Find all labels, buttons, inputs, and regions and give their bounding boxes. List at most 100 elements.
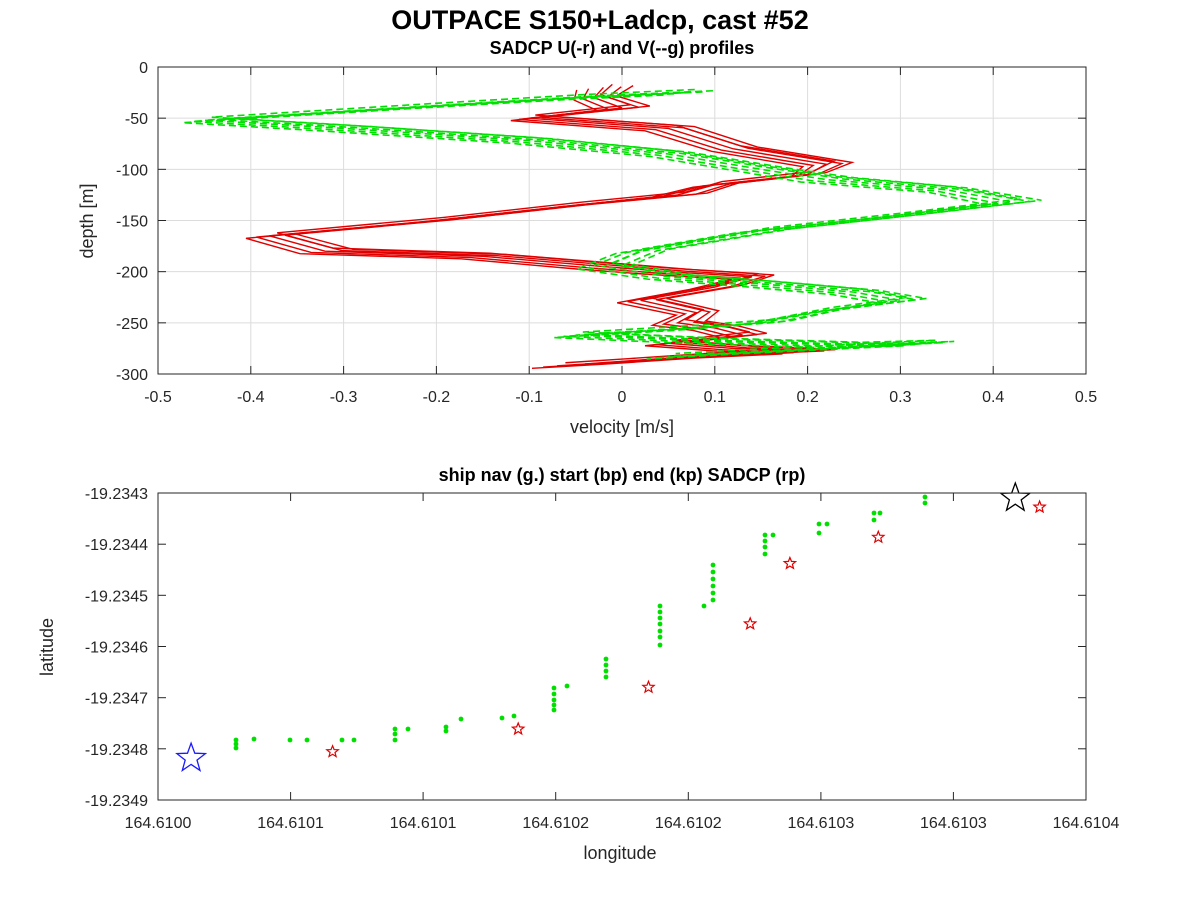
nav-point — [564, 683, 570, 689]
bottom-chart-y-ticks: -19.2343 -19.2344 -19.2345 -19.2346 -19.2347… — [85, 486, 1086, 810]
v-profile-line — [211, 88, 1021, 355]
bottom-y-tick-label: -19.2349 — [85, 793, 148, 810]
ship-nav-chart: ship nav (g.) start (bp) end (kp) SADCP … — [37, 465, 1119, 863]
nav-point — [710, 597, 716, 603]
nav-point — [710, 576, 716, 582]
bottom-chart-axes-box — [157, 492, 1087, 801]
nav-point — [511, 713, 517, 719]
v-profile-line — [204, 91, 1012, 358]
nav-point — [551, 685, 557, 691]
nav-point — [339, 737, 345, 743]
top-y-tick-label: 0 — [139, 60, 148, 77]
start-point — [175, 741, 208, 772]
bottom-y-tick-label: -19.2343 — [85, 486, 148, 503]
top-chart-x-label: velocity [m/s] — [570, 417, 674, 437]
bottom-chart-title: ship nav (g.) start (bp) end (kp) SADCP … — [439, 465, 806, 485]
nav-point — [816, 530, 822, 536]
bottom-x-tick-label: 164.6103 — [788, 815, 855, 832]
sadcp-point — [1032, 499, 1047, 514]
top-x-tick-label: -0.4 — [237, 389, 265, 406]
nav-point — [871, 510, 877, 516]
nav-point — [657, 628, 663, 634]
top-x-tick-label: 0.2 — [796, 389, 818, 406]
nav-point — [392, 731, 398, 737]
nav-point — [551, 707, 557, 713]
nav-point — [710, 562, 716, 568]
nav-point — [922, 494, 928, 500]
nav-point — [304, 737, 310, 743]
nav-point — [710, 590, 716, 596]
nav-point — [762, 544, 768, 550]
nav-point — [762, 538, 768, 544]
figure-title: OUTPACE S150+Ladcp, cast #52 — [391, 5, 808, 35]
nav-point — [405, 726, 411, 732]
top-y-tick-label: -300 — [116, 367, 148, 384]
top-y-tick-label: -150 — [116, 214, 148, 231]
nav-point — [710, 569, 716, 575]
v-profile-line — [182, 94, 986, 360]
nav-point — [287, 737, 293, 743]
bottom-x-tick-label: 164.6103 — [920, 815, 987, 832]
u-profile-line — [245, 89, 805, 369]
end-point — [999, 481, 1032, 512]
nav-point — [657, 615, 663, 621]
nav-point — [603, 674, 609, 680]
top-x-tick-label: 0.4 — [982, 389, 1004, 406]
top-chart-y-label: depth [m] — [77, 183, 97, 258]
u-profile-line — [256, 88, 815, 368]
nav-point — [762, 532, 768, 538]
nav-point — [233, 741, 239, 747]
nav-point — [499, 715, 505, 721]
nav-point — [657, 621, 663, 627]
top-x-tick-label: 0.3 — [889, 389, 911, 406]
nav-point — [657, 634, 663, 640]
top-y-tick-label: -250 — [116, 316, 148, 333]
top-chart-series — [182, 83, 1042, 369]
u-profile-line — [269, 86, 829, 367]
nav-point — [762, 551, 768, 557]
nav-point — [816, 521, 822, 527]
top-chart-x-ticks: -0.5 -0.4 -0.3 -0.2 -0.1 0 0.1 0.2 0.3 0.4 0.5 — [144, 67, 1097, 406]
nav-point — [458, 716, 464, 722]
nav-point — [657, 609, 663, 615]
top-y-tick-label: -100 — [116, 162, 148, 179]
bottom-y-tick-label: -19.2347 — [85, 691, 148, 708]
bottom-x-tick-label: 164.6101 — [390, 815, 457, 832]
velocity-profile-chart: SADCP U(-r) and V(--g) profiles -0.5 -0.4… — [77, 38, 1097, 437]
nav-point — [657, 642, 663, 648]
bottom-x-tick-label: 164.6102 — [655, 815, 722, 832]
nav-point — [770, 532, 776, 538]
nav-point — [233, 745, 239, 751]
top-x-tick-label: -0.3 — [330, 389, 358, 406]
top-chart-grid — [157, 66, 1087, 375]
bottom-chart-x-ticks: 164.6100 164.6101 164.6101 164.6102 164.6102… — [125, 493, 1120, 832]
top-y-tick-label: -50 — [125, 111, 148, 128]
nav-point — [251, 736, 257, 742]
top-x-tick-label: -0.2 — [423, 389, 451, 406]
nav-point — [603, 668, 609, 674]
nav-point — [551, 697, 557, 703]
bottom-y-tick-label: -19.2345 — [85, 588, 148, 605]
nav-point — [710, 583, 716, 589]
nav-point — [443, 728, 449, 734]
nav-point — [551, 702, 557, 708]
nav-point — [443, 724, 449, 730]
nav-point — [657, 603, 663, 609]
top-x-tick-label: -0.1 — [515, 389, 543, 406]
sadcp-point — [742, 616, 758, 631]
bottom-y-tick-label: -19.2346 — [85, 640, 148, 657]
v-profile-line — [192, 93, 998, 359]
nav-point — [701, 603, 707, 609]
top-x-tick-label: -0.5 — [144, 389, 172, 406]
sadcp-point — [510, 721, 526, 736]
sadcp-point — [782, 555, 798, 570]
top-x-tick-label: 0.5 — [1075, 389, 1097, 406]
top-chart-title: SADCP U(-r) and V(--g) profiles — [490, 38, 755, 58]
top-y-tick-label: -200 — [116, 265, 148, 282]
nav-point — [392, 726, 398, 732]
bottom-x-tick-label: 164.6104 — [1053, 815, 1120, 832]
bottom-x-tick-label: 164.6102 — [522, 815, 589, 832]
top-x-tick-label: 0 — [618, 389, 627, 406]
nav-point — [922, 500, 928, 506]
nav-point — [551, 691, 557, 697]
